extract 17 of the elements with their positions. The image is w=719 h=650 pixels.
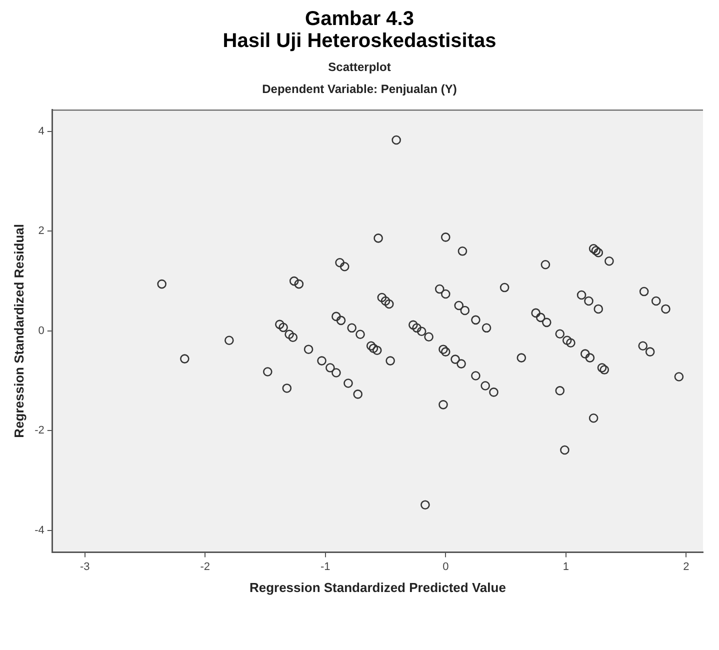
x-tick-label: -1 — [320, 560, 330, 573]
chart-subtitle: Hasil Uji Heteroskedastisitas — [222, 30, 498, 52]
chart-title: Gambar 4.3 — [304, 8, 415, 30]
x-tick-label: 0 — [442, 560, 449, 573]
y-tick-label: -2 — [34, 424, 44, 437]
x-tick-label: -3 — [80, 560, 90, 573]
text: Scatterplot — [327, 60, 392, 74]
y-tick-label: -4 — [34, 524, 44, 536]
text: Dependent Variable: Penjualan (Y) — [261, 82, 458, 96]
y-tick-label: 4 — [38, 126, 44, 138]
x-tick-label: 2 — [683, 560, 690, 573]
y-tick-label: 2 — [38, 225, 44, 238]
y-axis-title: Regression Standardized Residual — [11, 224, 26, 438]
y-tick-label: 0 — [38, 324, 44, 337]
x-tick-label: 1 — [562, 560, 569, 573]
x-tick-label: -2 — [200, 560, 210, 573]
x-axis-title: Regression Standardized Predicted Value — [249, 580, 506, 595]
